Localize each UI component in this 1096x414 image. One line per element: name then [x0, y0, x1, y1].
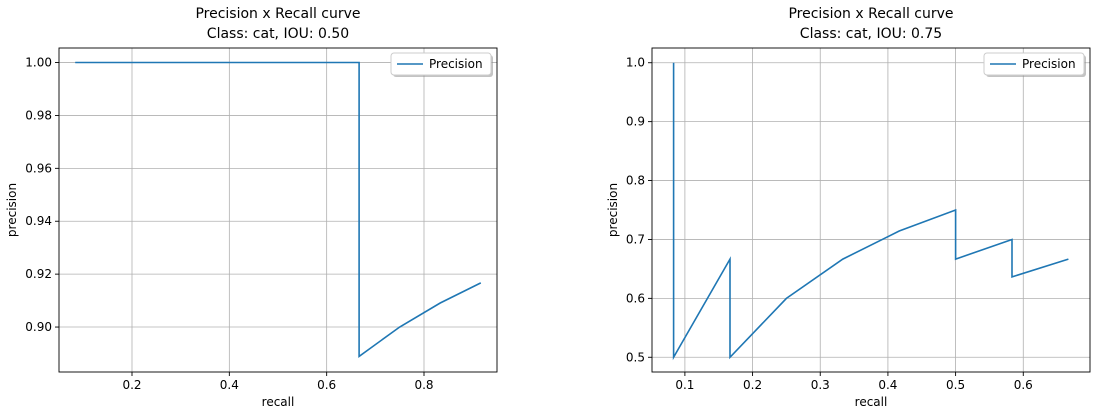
left-x-axis-label: recall — [262, 395, 295, 409]
left-title-line-2: Class: cat, IOU: 0.50 — [207, 26, 349, 42]
left-y-tick-label: 1.00 — [25, 56, 52, 70]
right-y-tick-label: 0.7 — [626, 232, 645, 246]
left-legend-label: Precision — [429, 57, 483, 71]
left-y-tick-label: 0.94 — [25, 214, 52, 228]
left-y-axis-label: precision — [5, 183, 19, 237]
right-title-line-1: Precision x Recall curve — [788, 6, 953, 22]
left-x-tick-label: 0.2 — [122, 378, 141, 392]
left-title-line-1: Precision x Recall curve — [195, 6, 360, 22]
right-series-line — [672, 62, 1069, 361]
right-axes-frame — [651, 47, 1091, 373]
right-x-tick-label: 0.5 — [946, 378, 965, 392]
left-plot-area — [59, 48, 497, 372]
right-y-tick-label: 0.8 — [626, 174, 645, 188]
left-x-tick-label: 0.6 — [317, 378, 336, 392]
right-x-tick-label: 0.3 — [811, 378, 830, 392]
left-chart: 0.2 0.4 0.6 0.8 0.90 0.92 0.94 0.96 0.98 1.00 Prec… — [5, 6, 498, 409]
left-y-tick-label: 0.90 — [25, 320, 52, 334]
left-x-tick-label: 0.4 — [220, 378, 239, 392]
right-y-axis-label: precision — [606, 183, 620, 237]
right-title-line-2: Class: cat, IOU: 0.75 — [800, 26, 942, 42]
right-x-tick-label: 0.6 — [1014, 378, 1033, 392]
left-axes-frame — [58, 47, 498, 373]
right-x-tick-label: 0.2 — [743, 378, 762, 392]
right-y-tick-label: 0.9 — [626, 115, 645, 129]
right-y-tick-label: 0.6 — [626, 291, 645, 305]
left-series-line — [75, 61, 482, 358]
right-plot-area — [652, 48, 1090, 372]
right-y-tick-label: 1.0 — [626, 56, 645, 70]
right-y-tick-label: 0.5 — [626, 350, 645, 364]
right-legend-label: Precision — [1022, 57, 1076, 71]
right-x-tick-label: 0.1 — [675, 378, 694, 392]
left-y-tick-label: 0.98 — [25, 108, 52, 122]
right-x-axis-label: recall — [855, 395, 888, 409]
left-legend-box — [390, 52, 492, 76]
left-y-tick-label: 0.92 — [25, 267, 52, 281]
left-x-tick-label: 0.8 — [414, 378, 433, 392]
left-y-tick-label: 0.96 — [25, 161, 52, 175]
right-chart: 0.1 0.2 0.3 0.4 0.5 0.6 0.5 0.6 0.7 0.8 0.9 1.0 Prec… — [606, 6, 1091, 409]
right-x-tick-label: 0.4 — [878, 378, 897, 392]
right-legend-box — [983, 52, 1085, 76]
